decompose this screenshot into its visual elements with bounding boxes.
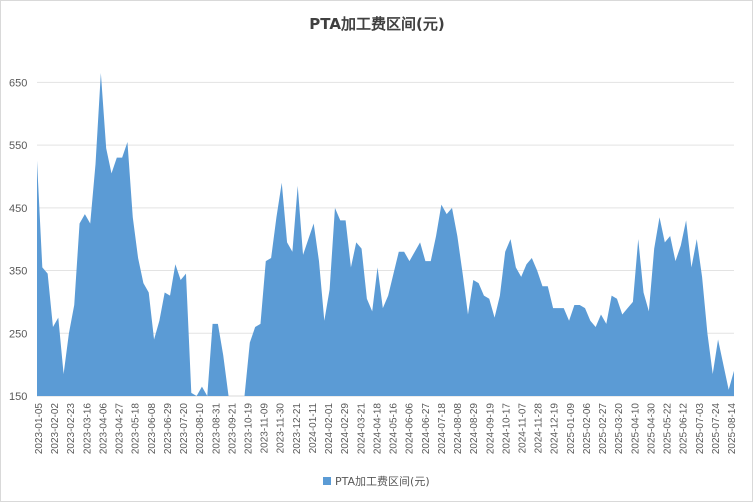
x-tick-label: 2024-12-19 [550, 403, 561, 455]
x-tick-label: 2023-06-29 [163, 403, 174, 455]
x-tick-label: 2023-01-05 [34, 403, 45, 455]
x-tick-label: 2025-08-14 [727, 403, 738, 455]
chart-title: PTA加工费区间(元) [309, 15, 444, 33]
x-tick-label: 2025-01-09 [566, 403, 577, 455]
x-tick-label: 2023-10-19 [244, 403, 255, 455]
x-tick-label: 2025-07-03 [695, 403, 706, 455]
x-tick-label: 2024-09-19 [485, 403, 496, 455]
x-tick-label: 2024-07-18 [437, 403, 448, 455]
x-tick-label: 2024-11-07 [518, 403, 529, 454]
legend: PTA加工费区间(元) [323, 475, 430, 488]
x-tick-label: 2024-02-01 [324, 403, 335, 455]
series-area [37, 72, 734, 396]
x-tick-label: 2024-10-17 [501, 403, 512, 455]
legend-label: PTA加工费区间(元) [335, 475, 430, 488]
x-tick-label: 2023-08-10 [195, 403, 206, 455]
x-tick-label: 2023-04-06 [99, 403, 110, 455]
x-tick-label: 2023-12-21 [292, 403, 303, 455]
y-tick-label: 650 [9, 77, 27, 89]
x-tick-label: 2024-05-16 [389, 403, 400, 455]
x-tick-label: 2024-01-11 [308, 403, 319, 454]
series-area-shape [37, 72, 734, 396]
x-tick-label: 2025-04-10 [630, 403, 641, 455]
x-tick-label: 2023-02-02 [50, 403, 61, 455]
x-tick-label: 2025-06-12 [679, 403, 690, 455]
x-tick-label: 2023-08-31 [211, 403, 222, 455]
x-axis: 2023-01-05 2023-02-02 2023-02-23 2023-03-16… [34, 403, 738, 455]
x-tick-label: 2025-02-06 [582, 403, 593, 455]
x-tick-label: 2025-05-22 [663, 403, 674, 455]
x-tick-label: 2023-06-08 [147, 403, 158, 455]
x-tick-label: 2024-08-29 [469, 403, 480, 455]
x-tick-label: 2023-07-20 [179, 403, 190, 455]
x-tick-label: 2025-04-30 [646, 403, 657, 455]
y-tick-label: 150 [9, 391, 27, 403]
x-tick-label: 2023-11-30 [276, 403, 287, 454]
x-tick-label: 2025-02-27 [598, 403, 609, 455]
x-tick-label: 2024-06-27 [421, 403, 432, 455]
x-tick-label: 2025-03-20 [614, 403, 625, 455]
y-tick-label: 550 [9, 140, 27, 152]
x-tick-label: 2023-11-09 [260, 403, 271, 454]
x-tick-label: 2024-08-08 [453, 403, 464, 455]
x-tick-label: 2023-04-27 [115, 403, 126, 455]
y-axis: 150 250 350 450 550 650 [9, 77, 27, 403]
x-tick-label: 2023-02-23 [66, 403, 77, 455]
x-tick-label: 2024-03-21 [356, 403, 367, 455]
y-tick-label: 450 [9, 203, 27, 215]
x-tick-label: 2024-04-18 [372, 403, 383, 455]
x-tick-label: 2023-09-21 [227, 403, 238, 455]
y-tick-label: 250 [9, 328, 27, 340]
x-tick-label: 2024-11-28 [534, 403, 545, 454]
y-tick-label: 350 [9, 266, 27, 278]
legend-swatch [323, 477, 331, 485]
x-tick-label: 2025-07-24 [711, 403, 722, 455]
x-tick-label: 2023-05-18 [131, 403, 142, 455]
x-tick-label: 2024-06-06 [405, 403, 416, 455]
x-tick-label: 2024-02-29 [340, 403, 351, 455]
x-tick-label: 2023-03-16 [82, 403, 93, 455]
